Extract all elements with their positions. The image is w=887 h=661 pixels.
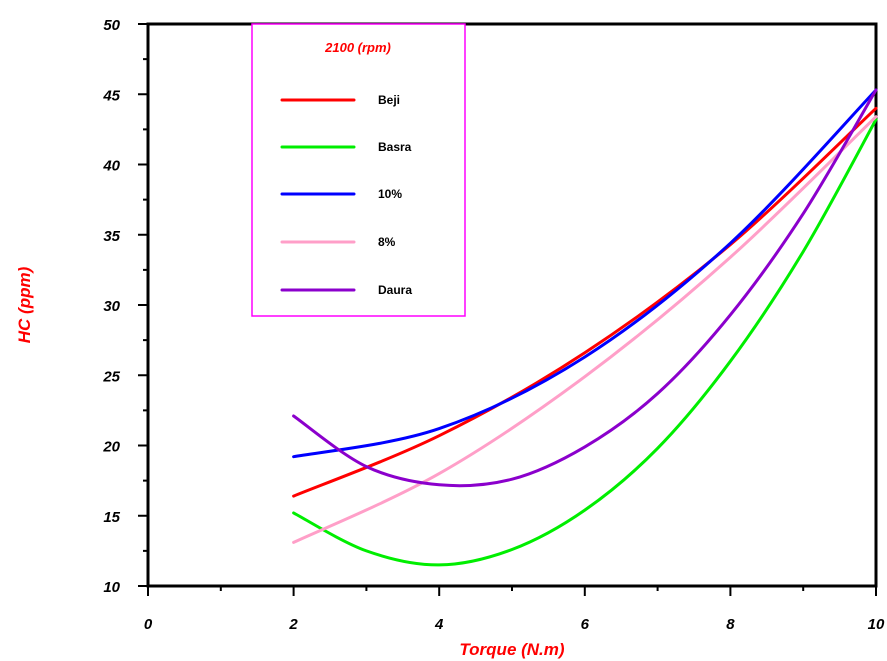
y-tick-label: 25 xyxy=(102,368,120,385)
series-line-beji xyxy=(292,106,878,498)
axis-ticks xyxy=(138,23,877,596)
legend-label-daura: Daura xyxy=(378,283,412,297)
legend: 2100 (rpm) Beji Basra 10% 8% Daura xyxy=(251,23,466,317)
y-tick-label: 15 xyxy=(103,509,120,526)
legend-items: Beji Basra 10% 8% Daura xyxy=(280,93,412,297)
y-tick-label: 10 xyxy=(103,579,120,596)
x-tick-label: 2 xyxy=(288,616,298,633)
legend-label-8: 8% xyxy=(378,235,396,249)
y-tick-label: 40 xyxy=(102,158,120,175)
series-line-basra xyxy=(292,118,878,567)
legend-box xyxy=(251,23,466,317)
y-tick-labels: 10 15 20 25 30 35 40 45 50 xyxy=(102,17,120,596)
series-line-10 xyxy=(292,88,878,459)
legend-title: 2100 (rpm) xyxy=(324,40,391,55)
y-axis-label: HC (ppm) xyxy=(15,266,34,343)
legend-label-10: 10% xyxy=(378,187,402,201)
x-tick-label: 10 xyxy=(868,616,885,633)
x-tick-label: 0 xyxy=(144,616,153,633)
x-tick-label: 4 xyxy=(434,616,444,633)
legend-label-beji: Beji xyxy=(378,93,400,107)
y-tick-label: 30 xyxy=(103,298,120,315)
y-tick-label: 35 xyxy=(103,228,120,245)
x-axis-label: Torque (N.m) xyxy=(459,640,564,659)
series-lines xyxy=(292,88,878,567)
x-tick-label: 8 xyxy=(726,616,735,633)
legend-label-basra: Basra xyxy=(378,140,412,154)
x-tick-labels: 0 2 4 6 8 10 xyxy=(144,616,885,633)
x-tick-label: 6 xyxy=(581,616,590,633)
series-line-8 xyxy=(292,115,878,544)
y-tick-label: 45 xyxy=(102,87,120,104)
y-tick-label: 50 xyxy=(103,17,120,34)
y-tick-label: 20 xyxy=(102,439,120,456)
series-line-daura xyxy=(292,88,878,488)
